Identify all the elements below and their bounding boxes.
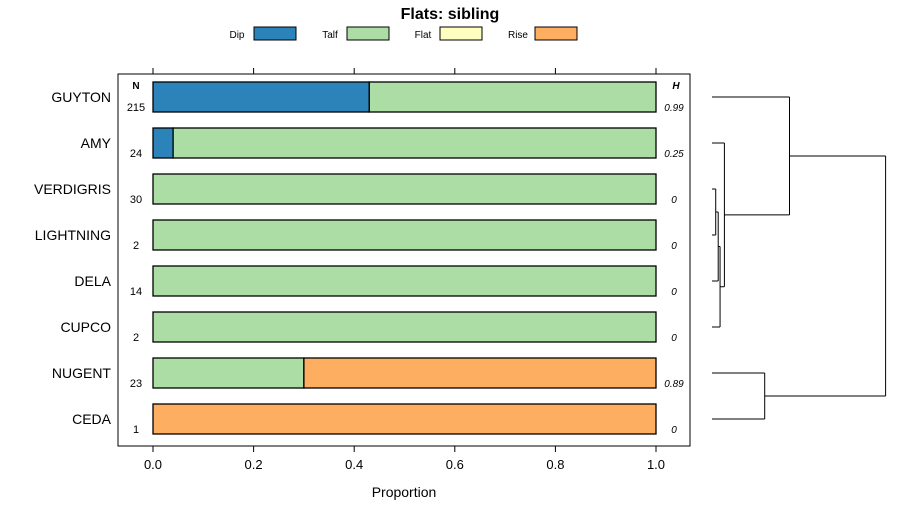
n-column-header: N: [132, 81, 139, 92]
bar-verdigris-talf: [152, 173, 657, 205]
plot-frame: [117, 73, 691, 447]
h-value-amy: 0.25: [664, 149, 684, 160]
legend-label-rise: Rise: [508, 30, 528, 41]
x-tick-label-0: 0.0: [144, 457, 162, 472]
n-value-ceda: 1: [133, 424, 139, 436]
category-label-verdigris: VERDIGRIS: [34, 181, 111, 197]
n-value-amy: 24: [130, 148, 142, 160]
dendrogram: [712, 96, 887, 420]
category-label-lightning: LIGHTNING: [35, 227, 111, 243]
x-tick-label-3: 0.6: [446, 457, 464, 472]
n-value-guyton: 215: [127, 102, 145, 114]
x-tick-label-2: 0.4: [345, 457, 363, 472]
chart-title: Flats: sibling: [401, 6, 500, 23]
h-value-guyton: 0.99: [664, 103, 684, 114]
legend-swatch-rise: [534, 26, 578, 41]
x-tick-label-4: 0.8: [546, 457, 564, 472]
x-tick-label-5: 1.0: [647, 457, 665, 472]
category-labels: GUYTON 215 0.99 AMY 24 0.25 VERDIGRIS 30 0 LIGHTN…: [34, 89, 684, 436]
bottom-axis: 0.0 0.2 0.4 0.6 0.8 1.0: [144, 446, 665, 472]
bar-guyton-dip: [152, 81, 370, 113]
x-axis-title: Proportion: [372, 484, 437, 500]
legend-swatch-dip: [253, 26, 297, 41]
n-value-nugent: 23: [130, 378, 142, 390]
bar-ceda-rise: [152, 403, 657, 435]
legend: Dip Talf Flat Rise: [229, 26, 578, 41]
bar-guyton-talf: [368, 81, 657, 113]
legend-swatch-flat: [439, 26, 483, 41]
category-label-guyton: GUYTON: [51, 89, 111, 105]
bar-amy-dip: [152, 127, 174, 159]
h-value-nugent: 0.89: [664, 379, 684, 390]
bars-group: [152, 81, 657, 435]
h-value-cupco: 0: [671, 333, 677, 344]
category-label-ceda: CEDA: [72, 411, 112, 427]
bar-nugent-talf: [152, 357, 305, 389]
bar-amy-talf: [172, 127, 657, 159]
n-value-lightning: 2: [133, 240, 139, 252]
h-value-dela: 0: [671, 287, 677, 298]
bar-cupco-talf: [152, 311, 657, 343]
n-value-dela: 14: [130, 286, 142, 298]
category-label-amy: AMY: [81, 135, 112, 151]
legend-label-dip: Dip: [229, 30, 244, 41]
legend-label-talf: Talf: [322, 30, 338, 41]
category-label-dela: DELA: [74, 273, 111, 289]
top-axis-ticks: [152, 68, 657, 74]
n-value-cupco: 2: [133, 332, 139, 344]
h-value-verdigris: 0: [671, 195, 677, 206]
category-label-cupco: CUPCO: [60, 319, 111, 335]
bar-dela-talf: [152, 265, 657, 297]
category-label-nugent: NUGENT: [52, 365, 112, 381]
bar-nugent-rise: [303, 357, 657, 389]
x-tick-label-1: 0.2: [245, 457, 263, 472]
h-column-header: H: [672, 81, 680, 92]
legend-label-flat: Flat: [415, 30, 432, 41]
h-value-lightning: 0: [671, 241, 677, 252]
n-value-verdigris: 30: [130, 194, 142, 206]
h-value-ceda: 0: [671, 425, 677, 436]
bar-lightning-talf: [152, 219, 657, 251]
legend-swatch-talf: [346, 26, 390, 41]
